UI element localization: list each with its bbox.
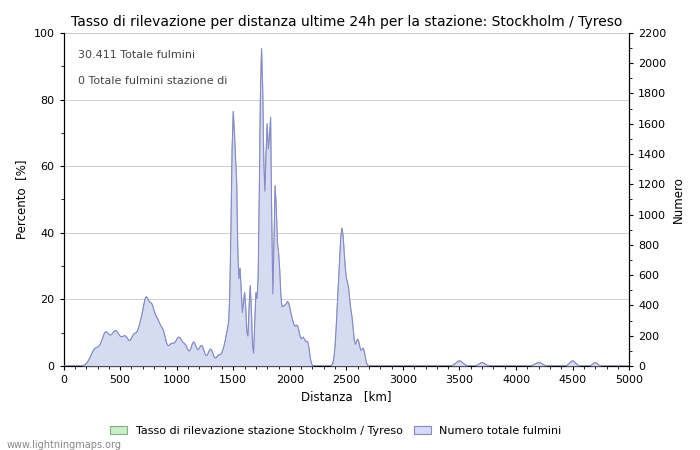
Text: www.lightningmaps.org: www.lightningmaps.org	[7, 440, 122, 450]
Text: 0 Totale fulmini stazione di: 0 Totale fulmini stazione di	[78, 76, 227, 86]
Text: 30.411 Totale fulmini: 30.411 Totale fulmini	[78, 50, 195, 59]
X-axis label: Distanza   [km]: Distanza [km]	[301, 391, 391, 404]
Y-axis label: Percento  [%]: Percento [%]	[15, 160, 28, 239]
Title: Tasso di rilevazione per distanza ultime 24h per la stazione: Stockholm / Tyreso: Tasso di rilevazione per distanza ultime…	[71, 15, 622, 29]
Y-axis label: Numero: Numero	[672, 176, 685, 223]
Legend: Tasso di rilevazione stazione Stockholm / Tyreso, Numero totale fulmini: Tasso di rilevazione stazione Stockholm …	[106, 421, 566, 440]
